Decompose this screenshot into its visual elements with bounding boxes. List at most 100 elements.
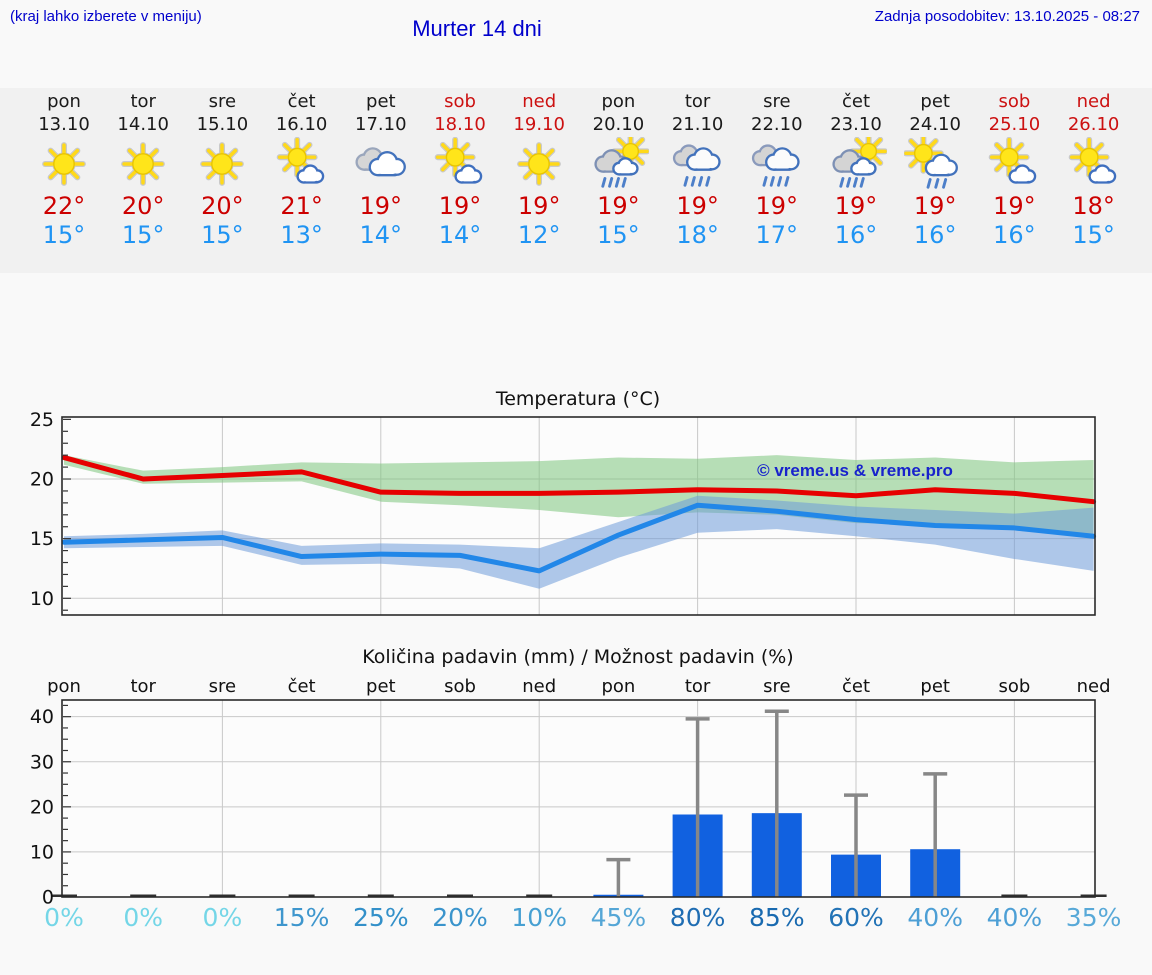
day-name: ned [1076,91,1111,112]
page-title: Murter 14 dni [412,16,542,41]
weather-icon-box [496,136,582,190]
cloudy-icon [355,147,406,177]
weather-icon-box [892,136,978,190]
forecast-day-col: čet 23.10 19° 16° [813,88,899,250]
precip-day-label: sob [998,676,1031,697]
precip-day-label: tor [130,676,156,697]
temp-y-label: 10 [30,588,54,610]
sun-rain-icon [594,137,650,188]
high-temp: 20° [121,192,165,220]
rain-icon [751,144,800,187]
day-date: 20.10 [592,114,645,135]
weather-icon-box [734,136,820,190]
sun-rain-left-icon [904,137,959,189]
day-name: ned [522,91,557,112]
precip-day-label: pet [366,676,396,697]
low-temp: 14° [438,221,482,249]
forecast-day-col: pon 20.10 19° 15° [575,88,661,250]
high-temp: 19° [517,192,561,220]
precip-probability: 60% [828,903,884,932]
high-temp: 19° [676,192,719,220]
day-date: 15.10 [196,114,249,135]
max-temperature-line [61,455,1097,505]
mostly-sunny-icon [434,137,483,184]
day-date: 25.10 [988,114,1041,135]
weather-icon-box [655,136,741,190]
temp-y-label: 15 [30,528,54,550]
precip-zero-bar [209,894,236,897]
low-temp: 15° [121,221,165,249]
precip-zero-bar [51,894,77,897]
precip-probability: 35% [1065,903,1122,932]
precip-zero-bar [1080,894,1107,897]
weather-icon-box [100,136,186,190]
day-name: čet [287,91,316,112]
low-temp: 16° [993,221,1036,249]
forecast-day-col: sob 25.10 19° 16° [971,88,1057,250]
mostly-sunny-icon [989,137,1037,184]
precip-y-label: 20 [30,796,54,818]
temp-y-label: 25 [30,410,54,431]
precip-probability: 25% [353,903,409,932]
rain-icon [672,144,721,187]
high-temp: 19° [993,192,1036,220]
forecast-day-col: ned 19.10 19° 12° [496,88,582,250]
precip-y-label: 10 [30,841,54,863]
precip-day-label: tor [684,676,711,697]
day-name: tor [684,91,711,112]
high-temp: 20° [201,192,244,220]
day-name: sob [998,91,1031,112]
day-date: 22.10 [751,114,803,135]
precip-y-label: 0 [42,887,54,905]
low-temp: 14° [359,221,403,249]
weather-icon-box [1051,136,1137,190]
sun-rain-icon [832,137,887,188]
precip-probability: 40% [986,903,1043,932]
forecast-day-col: sob 18.10 19° 14° [417,88,503,250]
temp-y-label: 20 [30,469,54,491]
precip-zero-bar [288,894,315,897]
precip-probability: 80% [669,903,726,932]
precip-y-label: 30 [30,751,54,773]
day-name: pet [920,91,950,112]
precip-day-label: sob [444,676,476,697]
day-name: pon [601,91,636,112]
precipitation-chart-title: Količina padavin (mm) / Možnost padavin … [362,646,794,668]
forecast-day-col: tor 21.10 19° 18° [655,88,741,250]
mostly-sunny-icon [1068,137,1116,184]
forecast-day-col: pon 13.10 22° 15° [21,88,107,250]
weather-icon-box [179,136,265,190]
menu-hint: (kraj lahko izberete v meniju) [10,8,202,25]
precip-probability: 40% [907,903,963,932]
precip-probability: 85% [749,903,805,932]
precip-zero-bar [1001,894,1028,897]
day-date: 19.10 [513,114,565,135]
day-name: pet [366,91,396,112]
sunny-icon [121,142,166,186]
sunny-icon [200,142,245,186]
high-temp: 21° [280,192,323,220]
forecast-day-col: sre 22.10 19° 17° [734,88,820,250]
temp-plot-border [61,416,1096,616]
day-date: 13.10 [38,114,90,135]
forecast-day-col: sre 15.10 20° 15° [179,88,265,250]
day-date: 21.10 [671,114,724,135]
low-temp: 16° [834,221,878,249]
day-date: 24.10 [909,114,961,135]
high-temp: 19° [834,192,878,220]
sunny-icon [42,142,86,186]
precip-day-label: sre [763,676,791,697]
forecast-day-col: ned 26.10 18° 15° [1051,88,1137,250]
high-temp: 19° [755,192,799,220]
precip-day-label: sre [208,676,237,697]
day-name: pon [47,91,81,112]
min-temperature-line [61,502,1097,574]
temperature-chart: 10 15 20 25 © vreme.us & vreme.pro [30,410,1097,616]
sunny-icon [517,142,562,186]
precip-day-label: čet [287,676,316,697]
low-temp: 15° [1072,221,1115,249]
low-temp: 17° [755,221,799,249]
temperature-chart-title: Temperatura (°C) [495,388,661,410]
precip-day-label: ned [1076,676,1111,697]
precip-zero-bar [367,894,394,897]
